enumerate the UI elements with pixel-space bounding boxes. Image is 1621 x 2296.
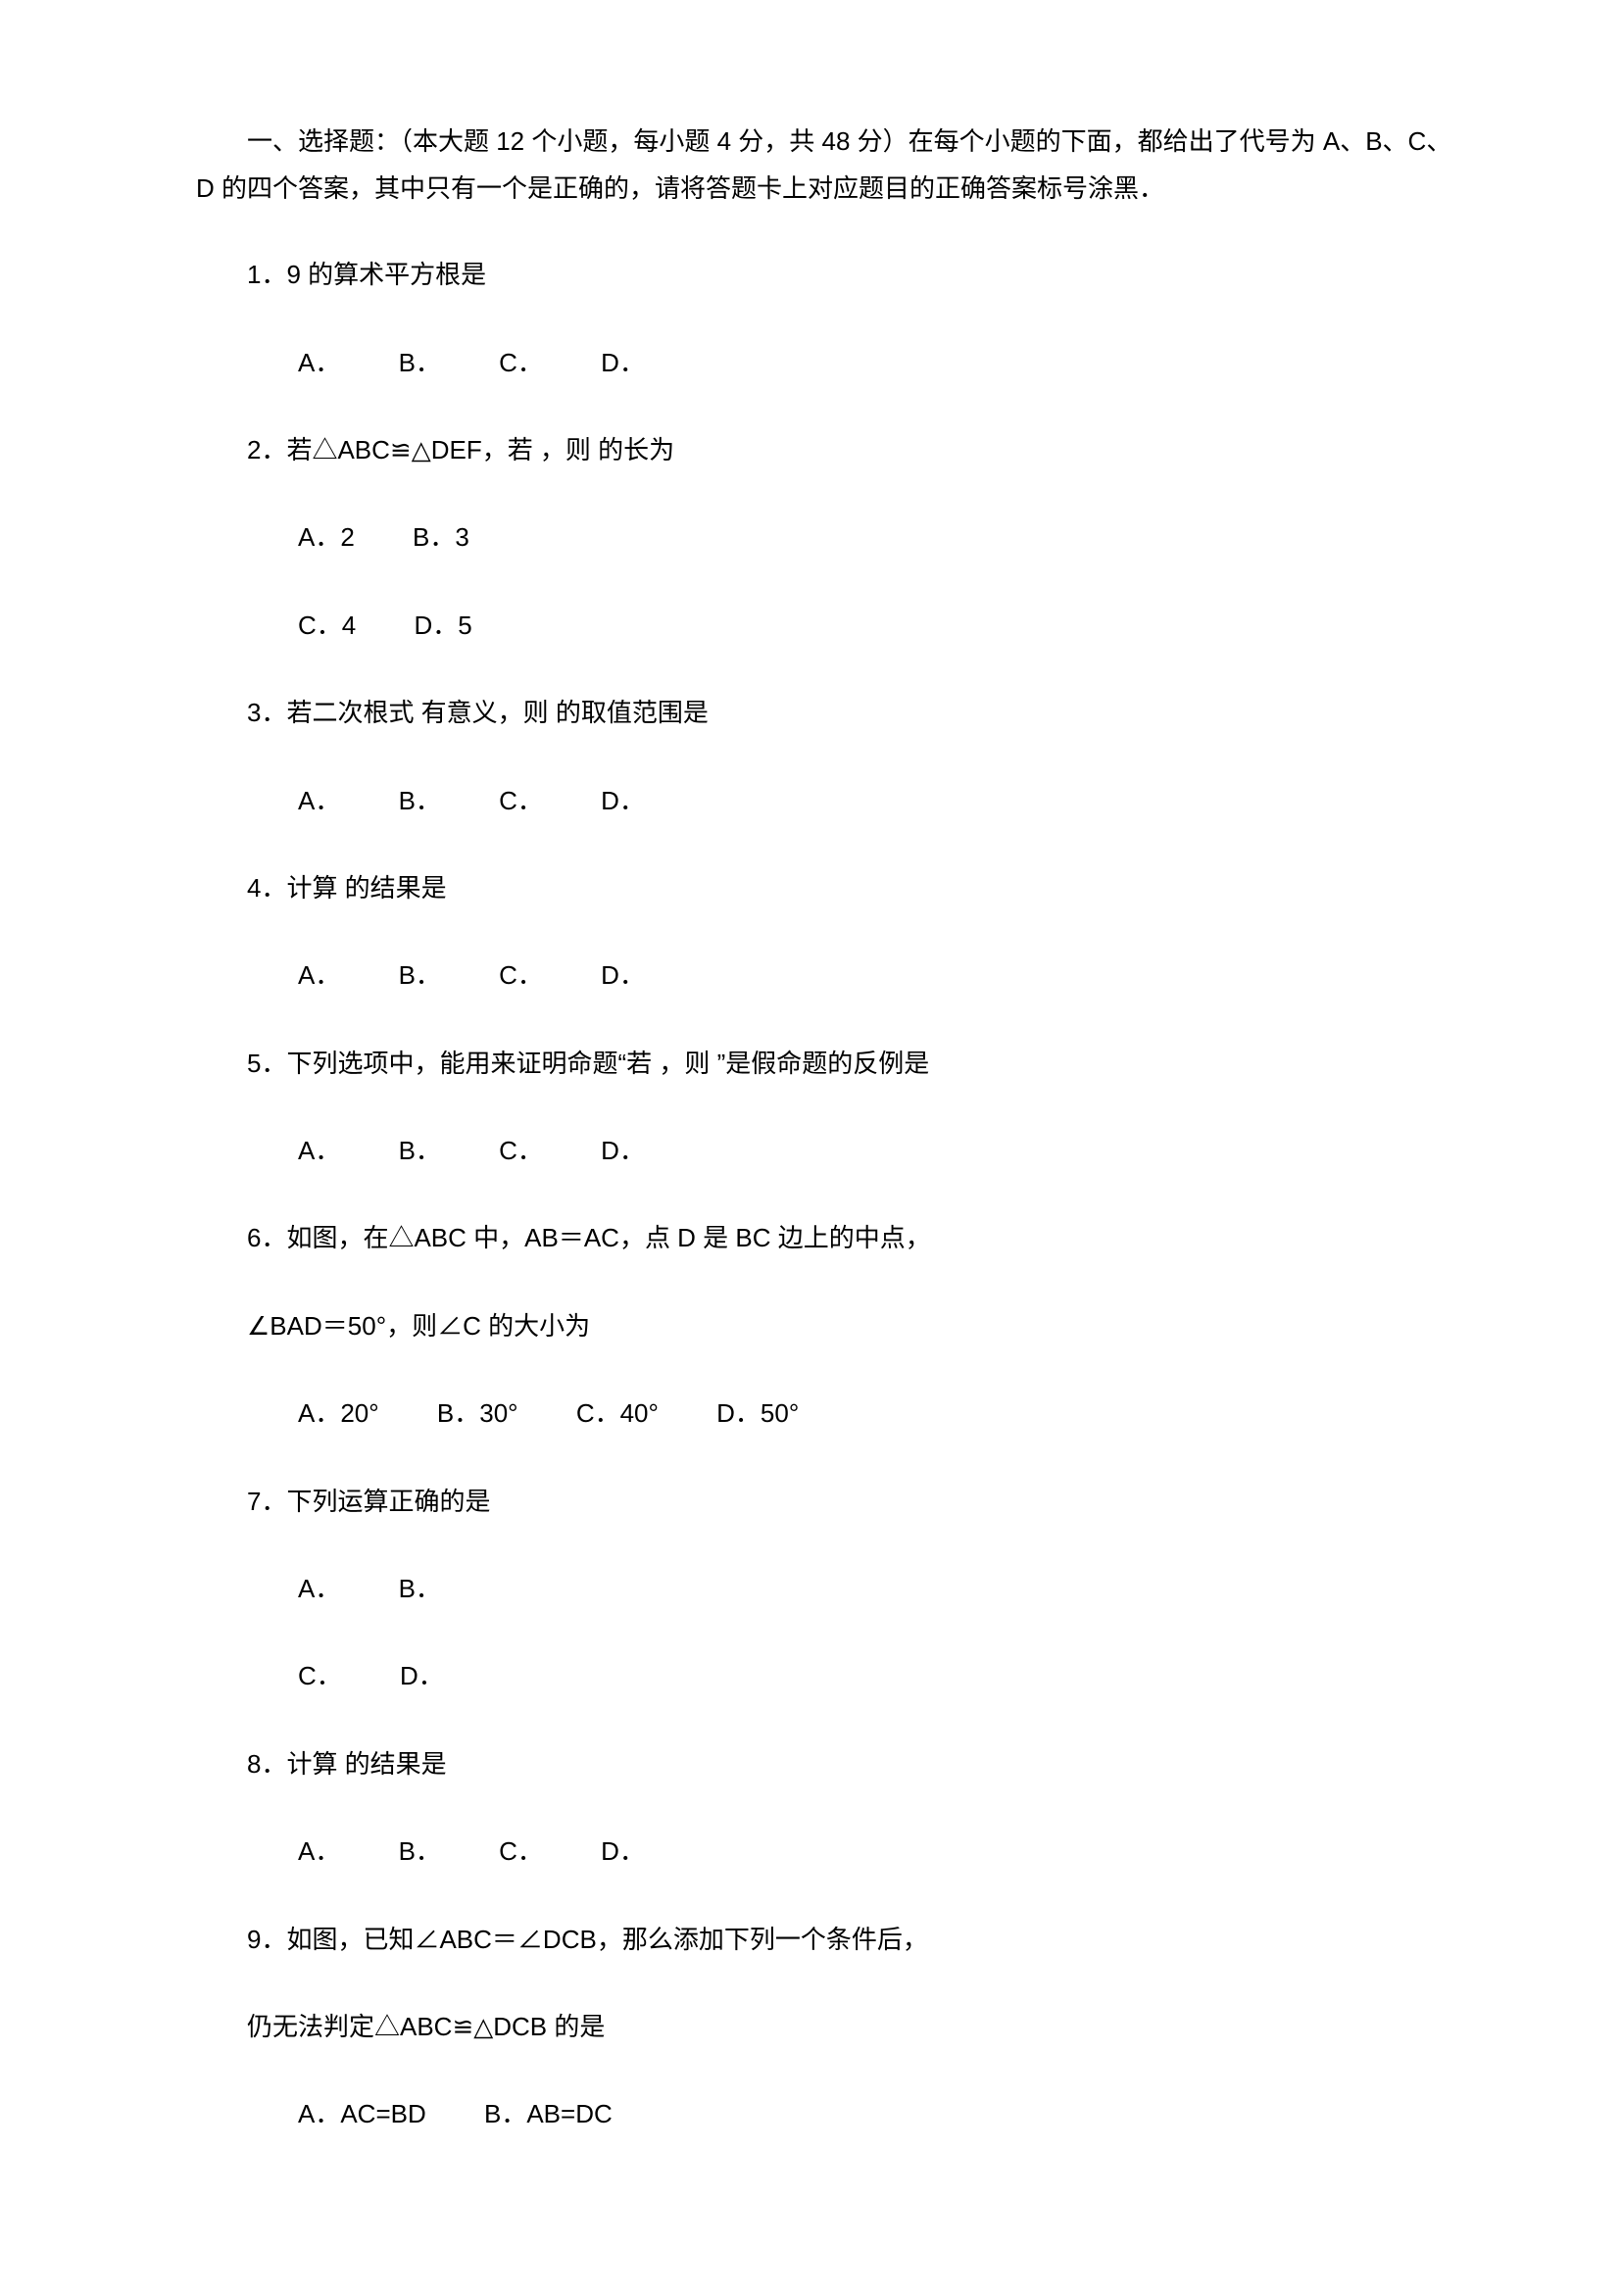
question-4-text: 4．计算 的结果是 (196, 864, 1464, 912)
q7-option-b: B． (348, 1565, 441, 1613)
question-1-options: A． B． C． D． (196, 339, 1464, 387)
question-3-options: A． B． C． D． (196, 777, 1464, 825)
q4-option-b: B． (348, 952, 441, 1000)
question-3-text: 3．若二次根式 有意义，则 的取值范围是 (196, 689, 1464, 737)
q7-option-c: C． (247, 1652, 342, 1700)
question-1: 1．9 的算术平方根是 A． B． C． D． (196, 251, 1464, 387)
q8-option-d: D． (550, 1828, 645, 1876)
q2-option-a: A．2 (247, 513, 355, 562)
q2-option-c: C．4 (247, 602, 356, 650)
question-5-text: 5．下列选项中，能用来证明命题“若 ，则 ”是假命题的反例是 (196, 1040, 1464, 1088)
question-5-options: A． B． C． D． (196, 1127, 1464, 1175)
question-5: 5．下列选项中，能用来证明命题“若 ，则 ”是假命题的反例是 A． B． C． … (196, 1040, 1464, 1176)
q4-option-d: D． (550, 952, 645, 1000)
q9-option-b: B．AB=DC (433, 2090, 613, 2138)
question-6: 6．如图，在△ABC 中，AB＝AC，点 D 是 BC 边上的中点， ∠BAD＝… (196, 1214, 1464, 1438)
question-3: 3．若二次根式 有意义，则 的取值范围是 A． B． C． D． (196, 689, 1464, 825)
q5-option-c: C． (448, 1127, 543, 1175)
question-9: 9．如图，已知∠ABC＝∠DCB，那么添加下列一个条件后， 仍无法判定△ABC≌… (196, 1916, 1464, 2139)
q1-option-c: C． (448, 339, 543, 387)
q3-option-b: B． (348, 777, 441, 825)
question-8-text: 8．计算 的结果是 (196, 1740, 1464, 1788)
q2-option-d: D．5 (363, 602, 471, 650)
q8-option-c: C． (448, 1828, 543, 1876)
question-4: 4．计算 的结果是 A． B． C． D． (196, 864, 1464, 1001)
q8-option-a: A． (247, 1828, 340, 1876)
q6-option-b: B．30° (386, 1390, 518, 1438)
question-2-text: 2．若△ABC≌△DEF，若 ，则 的长为 (196, 426, 1464, 474)
question-7-options-row1: A． B． (196, 1565, 1464, 1613)
question-7-text: 7．下列运算正确的是 (196, 1478, 1464, 1526)
question-1-text: 1．9 的算术平方根是 (196, 251, 1464, 299)
q3-option-d: D． (550, 777, 645, 825)
q2-option-b: B．3 (362, 513, 469, 562)
question-9-options-row1: A．AC=BD B．AB=DC (196, 2090, 1464, 2138)
q8-option-b: B． (348, 1828, 441, 1876)
q7-option-a: A． (247, 1565, 340, 1613)
question-7: 7．下列运算正确的是 A． B． C． D． (196, 1478, 1464, 1701)
q4-option-a: A． (247, 952, 340, 1000)
q7-option-d: D． (349, 1652, 444, 1700)
question-2-options-row1: A．2 B．3 (196, 513, 1464, 562)
question-6-line1: 6．如图，在△ABC 中，AB＝AC，点 D 是 BC 边上的中点， (196, 1214, 1464, 1262)
question-6-line2: ∠BAD＝50°，则∠C 的大小为 (196, 1302, 1464, 1350)
question-8: 8．计算 的结果是 A． B． C． D． (196, 1740, 1464, 1877)
q6-option-a: A．20° (247, 1390, 379, 1438)
question-7-options-row2: C． D． (196, 1652, 1464, 1700)
q3-option-c: C． (448, 777, 543, 825)
q3-option-a: A． (247, 777, 340, 825)
q4-option-c: C． (448, 952, 543, 1000)
q6-option-c: C．40° (525, 1390, 659, 1438)
exam-page: 一、选择题：（本大题 12 个小题，每小题 4 分，共 48 分）在每个小题的下… (0, 0, 1621, 2296)
q5-option-d: D． (550, 1127, 645, 1175)
question-2-options-row2: C．4 D．5 (196, 602, 1464, 650)
question-9-line2: 仍无法判定△ABC≌△DCB 的是 (196, 2003, 1464, 2051)
q1-option-a: A． (247, 339, 340, 387)
q5-option-b: B． (348, 1127, 441, 1175)
q6-option-d: D．50° (665, 1390, 799, 1438)
q5-option-a: A． (247, 1127, 340, 1175)
question-8-options: A． B． C． D． (196, 1828, 1464, 1876)
q1-option-d: D． (550, 339, 645, 387)
section-instructions: 一、选择题：（本大题 12 个小题，每小题 4 分，共 48 分）在每个小题的下… (196, 118, 1464, 212)
question-9-line1: 9．如图，已知∠ABC＝∠DCB，那么添加下列一个条件后， (196, 1916, 1464, 1964)
q9-option-a: A．AC=BD (247, 2090, 426, 2138)
question-2: 2．若△ABC≌△DEF，若 ，则 的长为 A．2 B．3 C．4 D．5 (196, 426, 1464, 650)
question-6-options: A．20° B．30° C．40° D．50° (196, 1390, 1464, 1438)
question-4-options: A． B． C． D． (196, 952, 1464, 1000)
q1-option-b: B． (348, 339, 441, 387)
